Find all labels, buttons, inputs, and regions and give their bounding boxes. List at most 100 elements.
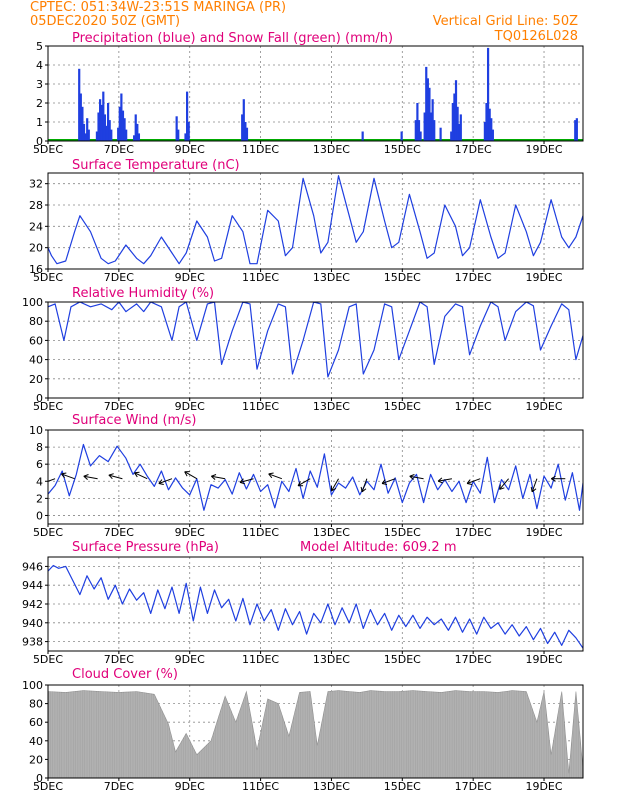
- x-tick-label: 7DEC: [104, 526, 134, 539]
- x-tick-label: 13DEC: [313, 271, 350, 284]
- wind-direction-arrow: [330, 478, 339, 492]
- wind-direction-arrow: [48, 478, 56, 482]
- wind-direction-arrow: [108, 473, 123, 480]
- precip-bar: [450, 131, 453, 141]
- wind-direction-arrow: [134, 471, 148, 480]
- x-tick-label: 19DEC: [525, 653, 562, 666]
- x-tick-label: 17DEC: [455, 780, 492, 793]
- x-tick-label: 17DEC: [455, 400, 492, 413]
- y-tick-label: 100: [22, 296, 43, 309]
- precip-bar: [490, 118, 493, 141]
- x-tick-label: 19DEC: [525, 143, 562, 156]
- precip-bar: [453, 93, 456, 141]
- x-tick-label: 15DEC: [384, 143, 421, 156]
- x-tick-label: 9DEC: [175, 271, 205, 284]
- wind-direction-arrow: [268, 472, 283, 480]
- temperature-panel: 16 20 24 28 32 5DEC 7DEC 9DEC 11DEC 13DEC 15DEC 17D…: [29, 158, 584, 284]
- x-tick-label: 5DEC: [33, 526, 63, 539]
- series-line: [48, 564, 583, 649]
- precip-bar: [454, 80, 458, 141]
- wind-direction-arrow: [466, 478, 481, 485]
- pressure-panel: 938 940 942 944 946 5DEC 7DEC 9DEC 11DEC 13DEC 15D…: [22, 540, 584, 666]
- model-altitude-annotation: Model Altitude: 609.2 m: [300, 540, 457, 555]
- series-group: [48, 564, 583, 649]
- humidity-panel: 0 20 40 60 80 100 5DEC 7DEC 9DEC 11DEC 13DEC 15DEC 1…: [22, 286, 584, 413]
- y-tick-label: 16: [29, 263, 43, 276]
- panel-title: Surface Pressure (hPa): [72, 540, 219, 555]
- wind-direction-arrow: [184, 471, 198, 480]
- precip-bar: [491, 129, 494, 141]
- x-tick-label: 11DEC: [242, 400, 279, 413]
- header-station: CPTEC: 051:34W-23:51S MARINGA (PR): [30, 0, 286, 15]
- panel-frame: [47, 429, 584, 525]
- y-tick-label: 60: [29, 334, 43, 347]
- panel-title: Relative Humidity (%): [72, 286, 214, 301]
- x-tick-label: 7DEC: [104, 653, 134, 666]
- precip-bar: [416, 103, 419, 141]
- y-tick-label: 60: [29, 716, 43, 729]
- precip-bar: [419, 131, 422, 141]
- y-tick-label: 0: [36, 392, 43, 405]
- precip-bar: [103, 114, 107, 141]
- wind-direction-arrow: [297, 478, 311, 487]
- x-tick-label: 13DEC: [313, 780, 350, 793]
- precip-bar: [99, 99, 102, 141]
- precip-bar: [485, 103, 488, 141]
- y-tick-label: 10: [29, 424, 43, 437]
- precip-bar: [121, 110, 125, 141]
- precip-bar: [137, 133, 141, 141]
- precip-bar: [244, 122, 247, 141]
- y-tick-label: 0: [36, 135, 43, 148]
- x-tick-label: 7DEC: [104, 780, 134, 793]
- x-tick-label: 11DEC: [242, 653, 279, 666]
- series-line: [48, 175, 583, 265]
- wind-direction-arrow: [211, 474, 226, 480]
- precip-bar: [414, 120, 417, 141]
- precip-bar: [429, 112, 433, 141]
- x-tick-label: 11DEC: [242, 271, 279, 284]
- x-tick-label: 7DEC: [104, 143, 134, 156]
- series-line: [48, 443, 583, 511]
- x-tick-label: 9DEC: [175, 526, 205, 539]
- precip-bar: [125, 129, 128, 141]
- header-code: TQ0126L028: [494, 29, 578, 44]
- precip-bar: [575, 118, 578, 141]
- panel-title: Precipitation (blue) and Snow Fall (gree…: [72, 31, 393, 46]
- x-tick-label: 15DEC: [384, 400, 421, 413]
- series-group: [48, 443, 583, 511]
- precip-bar: [106, 103, 110, 141]
- x-tick-label: 9DEC: [175, 780, 205, 793]
- precip-bar: [184, 133, 187, 141]
- x-tick-label: 9DEC: [175, 143, 205, 156]
- precip-bar: [133, 135, 136, 141]
- precip-bar: [97, 112, 100, 141]
- wind-direction-arrow: [83, 474, 98, 480]
- y-tick-label: 4: [36, 59, 43, 72]
- wind-direction-arrow: [239, 478, 254, 485]
- y-tick-label: 80: [29, 315, 43, 328]
- x-tick-label: 17DEC: [455, 653, 492, 666]
- precip-bar: [102, 91, 105, 141]
- series-group: [48, 47, 583, 141]
- wind-direction-arrow: [551, 475, 566, 482]
- wind-direction-arrow: [61, 472, 75, 480]
- x-tick-label: 11DEC: [242, 780, 279, 793]
- x-tick-label: 17DEC: [455, 271, 492, 284]
- y-tick-label: 5: [36, 40, 43, 53]
- precip-bar: [425, 66, 428, 141]
- precip-bar: [95, 131, 99, 141]
- precip-bar: [423, 112, 426, 141]
- y-tick-label: 940: [22, 617, 43, 630]
- precip-bar: [78, 68, 81, 141]
- panel-frame: [47, 684, 584, 779]
- x-tick-label: 5DEC: [33, 271, 63, 284]
- precip-bar: [120, 93, 123, 141]
- precip-bar: [82, 123, 86, 141]
- x-tick-label: 19DEC: [525, 271, 562, 284]
- y-tick-label: 0: [36, 509, 43, 522]
- y-tick-label: 20: [29, 753, 43, 766]
- panel-title: Surface Wind (m/s): [72, 413, 196, 428]
- panel-frame: [47, 301, 584, 399]
- y-tick-label: 20: [29, 242, 43, 255]
